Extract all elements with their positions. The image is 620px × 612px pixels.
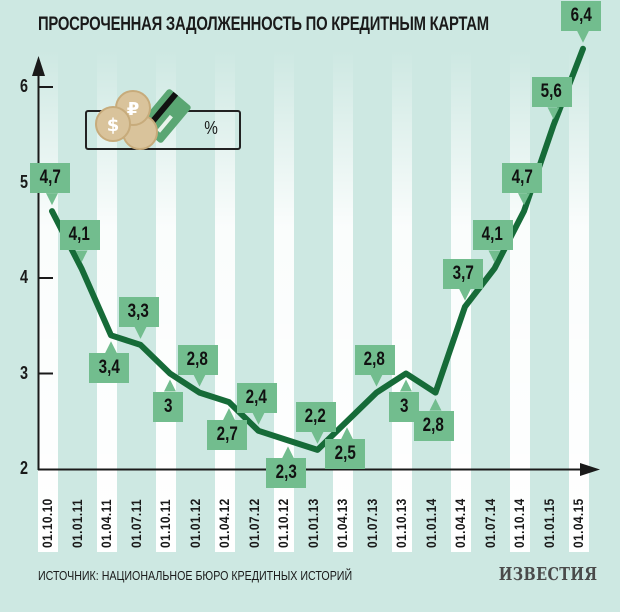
x-tick-label: 01.10.11 [157,498,173,548]
y-tick-label: 3 [19,362,28,383]
background-stripe [38,50,58,552]
data-point-label: 3,3 [118,296,159,327]
data-point-label: 3,7 [443,258,483,289]
brand-logo: ИЗВЕСТИЯ [499,564,598,585]
data-point-label: 2,3 [266,458,306,489]
data-point-label: 5,6 [531,77,572,108]
x-tick-label: 01.01.13 [304,498,321,548]
data-point-label: 2,5 [325,439,365,470]
x-tick-label: 01.10.13 [393,498,409,548]
x-tick-label: 01.10.14 [511,498,527,548]
x-tick-label: 01.10.12 [275,498,291,548]
background-stripe [510,50,530,552]
x-tick-label: 01.04.13 [334,498,350,548]
x-tick-label: 01.07.12 [245,498,262,548]
svg-text:$: $ [107,115,120,136]
background-stripe [333,50,353,552]
x-tick-label: 01.01.15 [540,498,557,548]
background-stripe [97,50,117,552]
y-tick-label: 6 [19,76,28,96]
data-point-label: 4,1 [59,220,100,251]
source-note: ИСТОЧНИК: НАЦИОНАЛЬНОЕ БЮРО КРЕДИТНЫХ ИС… [38,568,353,583]
data-point-label: 2,8 [354,344,395,375]
x-tick-label: 01.04.14 [452,498,468,548]
data-point-label: 4,7 [30,163,70,194]
y-tick-label: 4 [19,267,28,287]
legend-unit-label: % [204,118,218,138]
coins-and-credit-card-icon: ₽ $ [95,89,191,150]
background-stripe [274,50,294,552]
x-tick-label: 01.04.15 [570,498,586,548]
data-point-label: 4,7 [502,163,542,194]
data-point-label: 2,2 [295,401,336,432]
data-point-label: 3 [153,391,183,422]
data-point-label: 4,1 [472,220,513,251]
background-stripe [392,50,412,552]
chart-title: ПРОСРОЧЕННАЯ ЗАДОЛЖЕННОСТЬ ПО КРЕДИТНЫМ … [38,14,489,35]
x-tick-label: 01.01.14 [422,498,439,548]
data-point-label: 3,4 [89,353,129,384]
x-tick-label: 01.01.12 [186,498,203,548]
x-tick-label: 01.07.14 [481,498,498,548]
background-stripe [569,50,589,552]
data-point-label: 2,4 [236,382,277,413]
y-tick-label: 5 [19,171,28,192]
x-tick-label: 01.01.11 [68,498,85,548]
data-point-label: 2,7 [207,420,247,451]
background-stripe [156,50,176,552]
data-point-label: 6,4 [561,0,601,31]
y-tick-label: 2 [19,458,28,478]
x-tick-label: 01.07.11 [127,498,144,548]
data-line [49,45,586,453]
x-tick-label: 01.04.12 [216,498,232,548]
x-tick-label: 01.10.10 [39,498,55,548]
data-point-label: 2,8 [413,410,454,441]
x-tick-label: 01.07.13 [363,498,380,548]
data-point-label: 2,8 [177,344,218,375]
x-tick-label: 01.04.11 [98,498,114,548]
svg-text:₽: ₽ [127,99,140,120]
background-stripe [451,50,471,552]
